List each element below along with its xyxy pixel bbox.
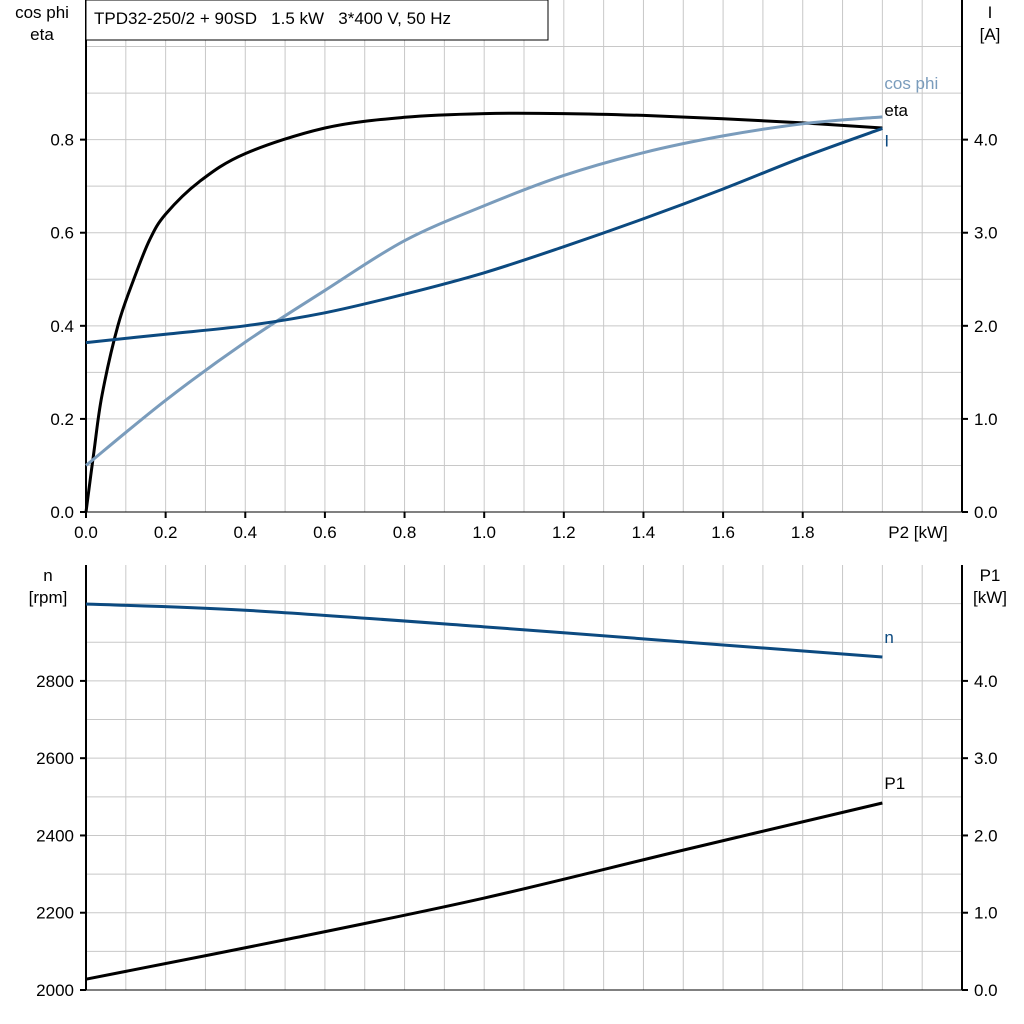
bottom-chart: 2000 2200 2400 2600 2800 0.0 1.0 2.0 3.0 4.0 n [rpm… — [29, 565, 1007, 1000]
series-line-n — [85, 602, 883, 659]
y-axis-label-left: eta — [30, 25, 54, 44]
y-tick-label-left: 0.8 — [50, 131, 74, 150]
y-tick-label-left: 2000 — [36, 981, 74, 1000]
y-tick-label-right: 2.0 — [974, 826, 998, 845]
x-tick-label: 1.4 — [632, 523, 656, 542]
x-tick-label: 1.6 — [711, 523, 735, 542]
y-axis-label-left: [rpm] — [29, 588, 68, 607]
y-tick-label-right: 1.0 — [974, 410, 998, 429]
series-label-p1: P1 — [884, 774, 905, 793]
y-tick-label-right: 0.0 — [974, 981, 998, 1000]
y-tick-label-right: 2.0 — [974, 317, 998, 336]
series-label-cos-phi: cos phi — [884, 74, 938, 93]
y-tick-label-right: 4.0 — [974, 672, 998, 691]
series-line-p1 — [85, 801, 883, 981]
y-tick-label-right: 1.0 — [974, 904, 998, 923]
y-axis-label-right: [A] — [980, 25, 1001, 44]
x-tick-label: 1.8 — [791, 523, 815, 542]
y-tick-label-right: 4.0 — [974, 131, 998, 150]
y-tick-label-left: 2200 — [36, 904, 74, 923]
series-line-eta — [84, 111, 883, 513]
y-tick-label-left: 0.6 — [50, 224, 74, 243]
y-tick-label-left: 2400 — [36, 826, 74, 845]
x-axis-label: P2 [kW] — [888, 523, 948, 542]
y-axis-label-right: I — [988, 3, 993, 22]
series-label-n: n — [884, 628, 893, 647]
x-tick-label: 1.0 — [472, 523, 496, 542]
y-axis-label-left: n — [43, 566, 52, 585]
x-tick-label: 0.2 — [154, 523, 178, 542]
y-tick-label-left: 2600 — [36, 749, 74, 768]
x-tick-label: 0.0 — [74, 523, 98, 542]
title-box — [85, 0, 549, 41]
series-label-i: I — [884, 131, 889, 150]
y-axis-label-right: [kW] — [973, 588, 1007, 607]
x-tick-label: 0.4 — [233, 523, 257, 542]
y-tick-label-left: 2800 — [36, 672, 74, 691]
series-line-cos-phi — [85, 115, 883, 467]
chart-title: TPD32-250/2 + 90SD 1.5 kW 3*400 V, 50 Hz — [94, 9, 451, 28]
top-chart: 0.0 0.2 0.4 0.6 0.8 0.0 1.0 2.0 3.0 4.0 0.0 0.2 0.4 0… — [15, 0, 1000, 542]
y-axis-label-left: cos phi — [15, 3, 69, 22]
x-tick-label: 1.2 — [552, 523, 576, 542]
y-tick-label-right: 3.0 — [974, 224, 998, 243]
series-line-i — [85, 127, 883, 345]
series-label-eta: eta — [884, 101, 908, 120]
x-tick-label: 0.6 — [313, 523, 337, 542]
y-tick-label-right: 0.0 — [974, 503, 998, 522]
y-tick-label-left: 0.4 — [50, 317, 74, 336]
y-tick-label-left: 0.0 — [50, 503, 74, 522]
y-tick-label-left: 0.2 — [50, 410, 74, 429]
x-tick-label: 0.8 — [393, 523, 417, 542]
y-axis-label-right: P1 — [980, 566, 1001, 585]
y-tick-label-right: 3.0 — [974, 749, 998, 768]
